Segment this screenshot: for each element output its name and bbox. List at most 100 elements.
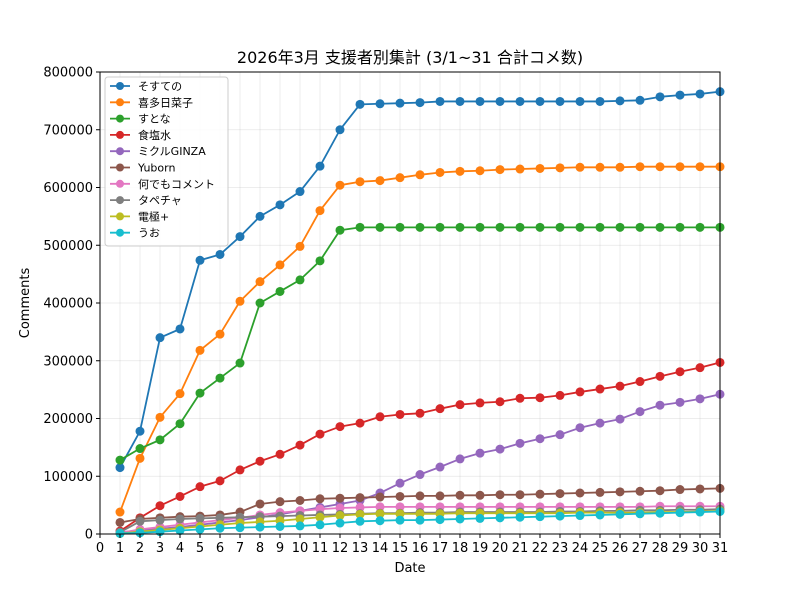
x-tick-label: 10	[292, 541, 309, 556]
data-point	[435, 404, 445, 414]
data-point	[155, 333, 165, 343]
legend-item: 何でもコメント	[110, 178, 215, 191]
data-point	[375, 516, 385, 526]
x-tick-label: 19	[472, 541, 489, 556]
data-point	[375, 222, 385, 232]
data-point	[175, 514, 185, 524]
data-point	[335, 511, 345, 521]
series-2	[115, 222, 725, 465]
x-tick-label: 11	[312, 541, 329, 556]
data-point	[575, 222, 585, 232]
data-point	[295, 440, 305, 450]
data-point	[655, 222, 665, 232]
data-point	[335, 225, 345, 235]
y-tick-label: 200000	[43, 412, 93, 427]
data-point	[535, 96, 545, 106]
legend-item: タペチャ	[110, 194, 182, 207]
data-point	[375, 509, 385, 519]
data-point	[135, 528, 145, 538]
data-point	[335, 180, 345, 190]
y-tick-label: 800000	[43, 66, 93, 81]
series-0	[115, 87, 725, 473]
legend-label: 喜多日菜子	[138, 95, 193, 109]
legend-marker	[116, 98, 124, 107]
data-point	[195, 255, 205, 265]
data-point	[195, 388, 205, 398]
data-point	[255, 298, 265, 308]
x-tick-label: 30	[692, 541, 709, 556]
x-tick-label: 14	[372, 541, 389, 556]
data-point	[215, 373, 225, 383]
data-point	[555, 430, 565, 440]
data-point	[575, 96, 585, 106]
data-point	[455, 514, 465, 524]
data-point	[355, 418, 365, 428]
legend-item: 喜多日菜子	[110, 95, 193, 109]
data-point	[595, 222, 605, 232]
data-point	[315, 429, 325, 439]
data-point	[135, 444, 145, 454]
x-tick-label: 13	[352, 541, 369, 556]
data-point	[495, 96, 505, 106]
data-point	[195, 513, 205, 523]
data-point	[435, 491, 445, 501]
data-point	[475, 96, 485, 106]
data-point	[515, 96, 525, 106]
x-tick-label: 17	[432, 541, 449, 556]
data-point	[255, 499, 265, 509]
x-tick-label: 12	[332, 541, 349, 556]
data-point	[475, 398, 485, 408]
data-point	[275, 449, 285, 459]
data-point	[215, 513, 225, 523]
data-point	[475, 513, 485, 523]
data-point	[515, 164, 525, 174]
x-tick-label: 25	[592, 541, 609, 556]
data-point	[115, 528, 125, 538]
data-point	[575, 387, 585, 397]
data-point	[295, 275, 305, 285]
data-point	[455, 222, 465, 232]
data-point	[435, 515, 445, 525]
x-tick-label: 23	[552, 541, 569, 556]
legend-label: タペチャ	[138, 194, 182, 207]
data-point	[415, 470, 425, 480]
x-tick-label: 18	[452, 541, 469, 556]
data-point	[115, 463, 125, 473]
x-tick-label: 31	[712, 541, 729, 556]
data-point	[555, 489, 565, 499]
legend-label: うお	[138, 227, 160, 240]
data-point	[155, 515, 165, 525]
data-point	[395, 222, 405, 232]
data-point	[655, 486, 665, 496]
legend-item: ミクルGINZA	[110, 145, 206, 158]
data-point	[235, 296, 245, 306]
data-point	[395, 478, 405, 488]
data-point	[175, 491, 185, 501]
x-tick-label: 26	[612, 541, 629, 556]
data-point	[435, 167, 445, 177]
legend-label: すとな	[138, 113, 171, 126]
data-point	[375, 99, 385, 109]
data-point	[615, 222, 625, 232]
data-point	[175, 419, 185, 429]
data-point	[115, 455, 125, 465]
data-point	[395, 515, 405, 525]
data-point	[495, 513, 505, 523]
data-point	[355, 177, 365, 187]
data-point	[435, 222, 445, 232]
data-point	[415, 515, 425, 525]
data-point	[135, 426, 145, 436]
data-point	[675, 508, 685, 518]
data-point	[655, 400, 665, 410]
data-point	[575, 511, 585, 521]
x-axis-label: Date	[394, 561, 425, 576]
data-point	[535, 489, 545, 499]
data-point	[595, 487, 605, 497]
data-point	[615, 509, 625, 519]
y-tick-label: 600000	[43, 181, 93, 196]
legend-item: うお	[110, 227, 160, 240]
data-point	[315, 494, 325, 504]
data-point	[295, 241, 305, 251]
y-tick-label: 400000	[43, 297, 93, 312]
x-tick-label: 24	[572, 541, 589, 556]
